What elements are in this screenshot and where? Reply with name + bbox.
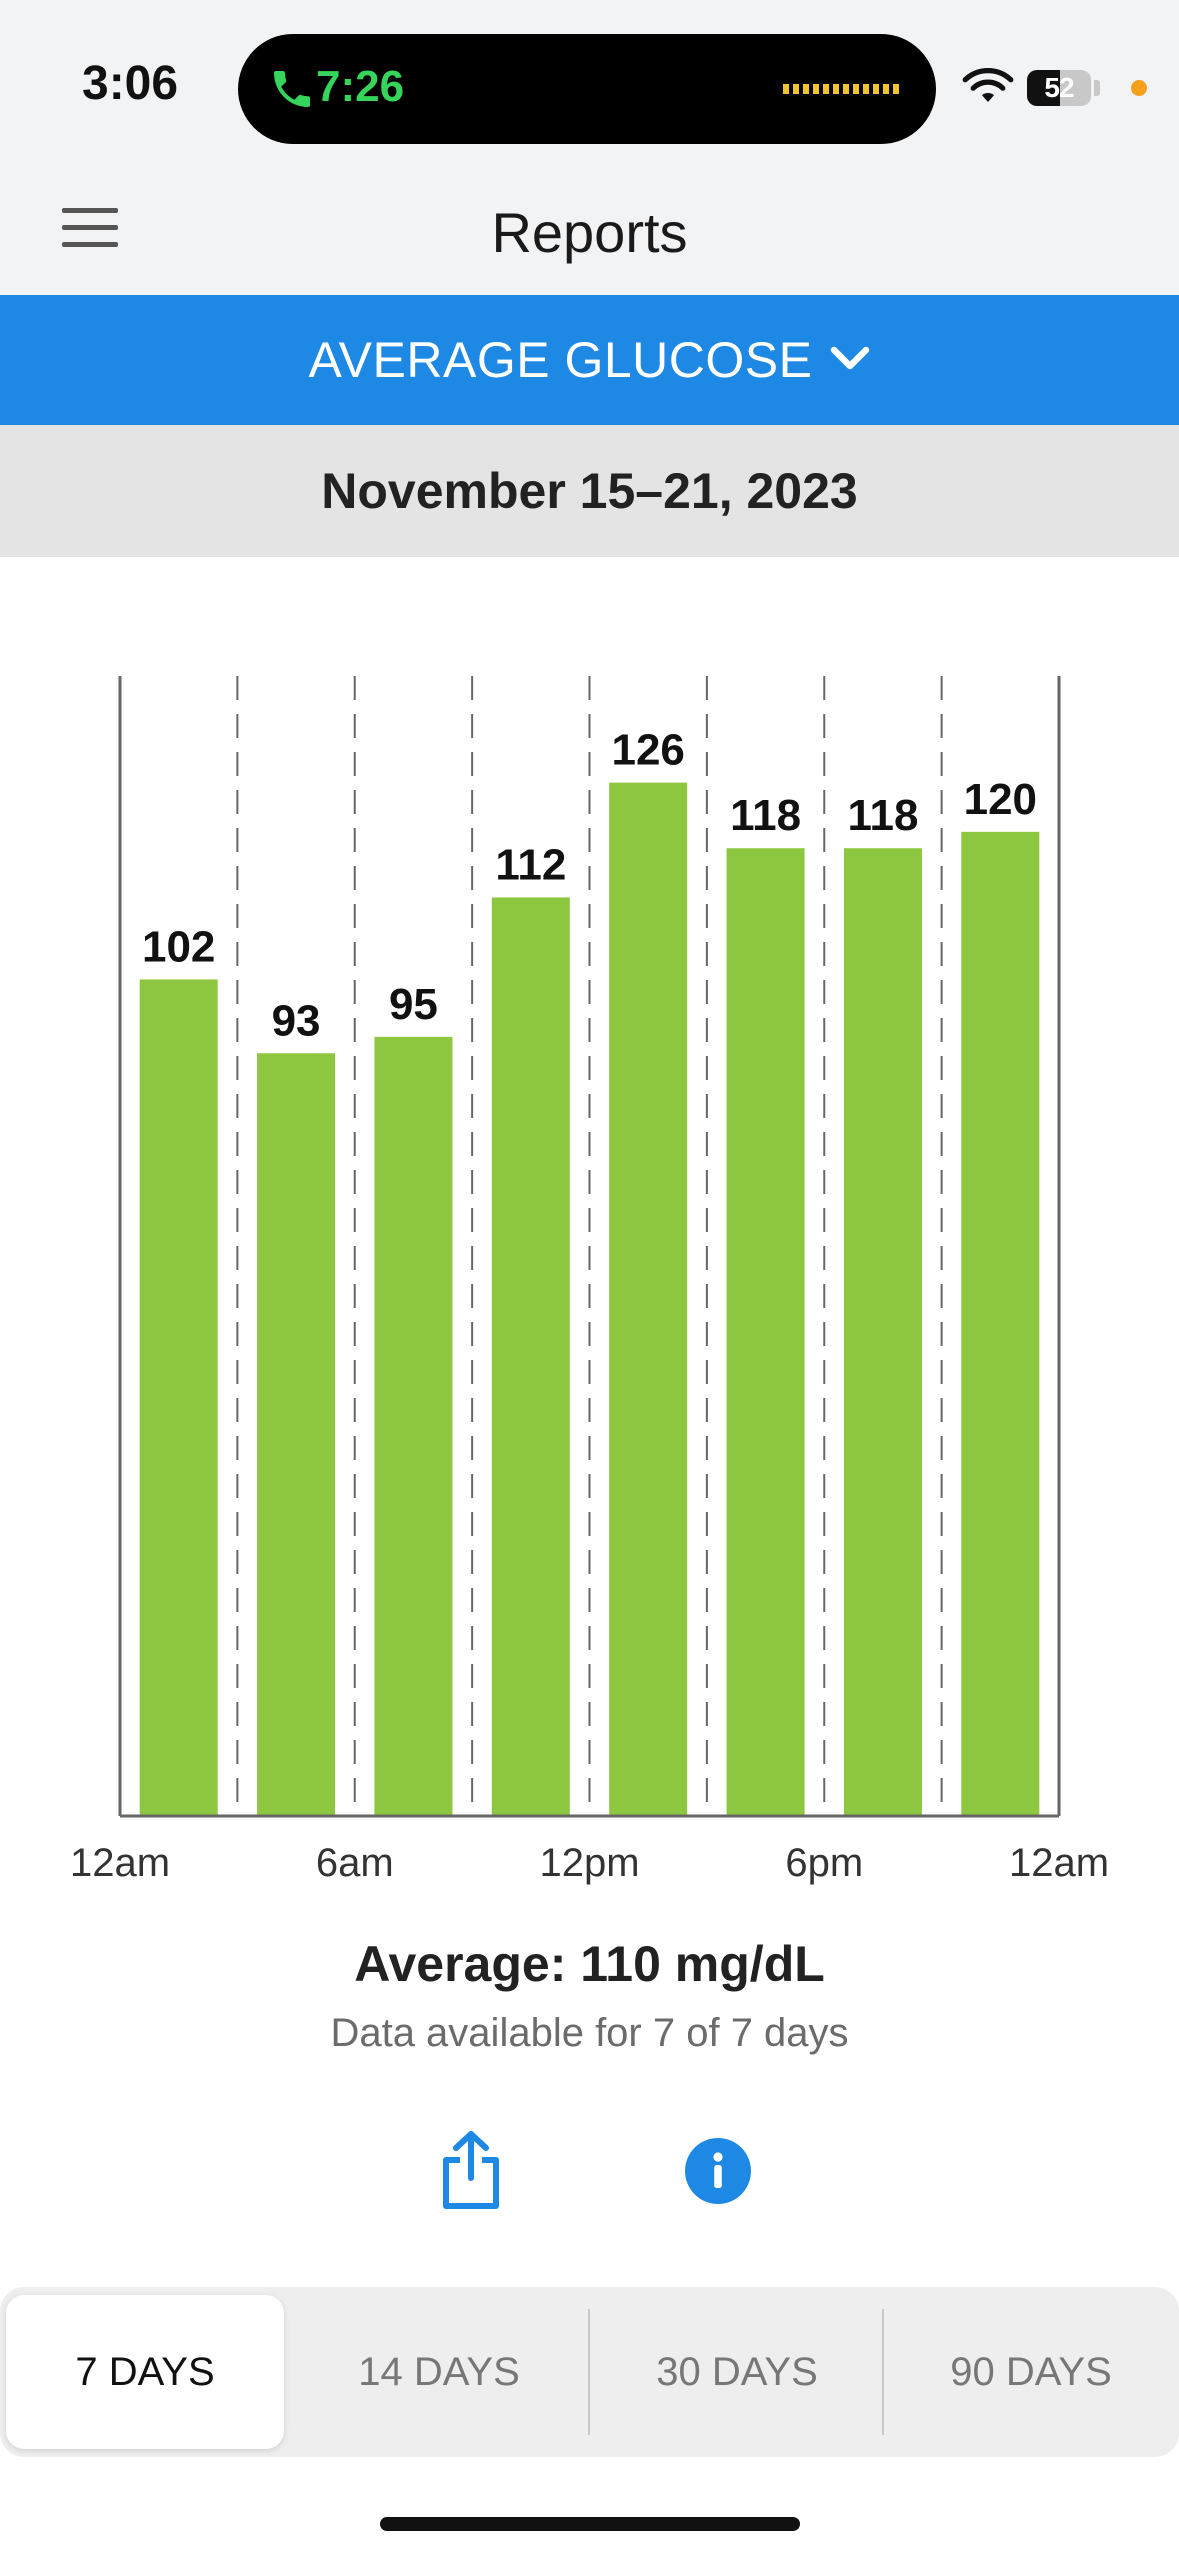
tab-divider — [882, 2309, 884, 2435]
bar — [491, 897, 570, 1816]
bar — [843, 848, 922, 1816]
bar — [139, 979, 218, 1816]
tab-7-days[interactable]: 7 DAYS — [6, 2295, 284, 2449]
average-glucose-chart: 102 93 95 112 126 118 118 120 12am 6am 12pm 6pm 12am — [0, 640, 1179, 1890]
status-time: 3:06 — [82, 57, 179, 110]
tab-divider — [588, 2309, 590, 2435]
status-bar: 3:06 7:26 52 — [0, 0, 1179, 180]
date-range-bar: November 15–21, 2023 — [0, 425, 1179, 557]
bar-value-label: 120 — [964, 775, 1037, 824]
info-icon[interactable] — [685, 2138, 751, 2204]
bar — [257, 1053, 336, 1816]
x-tick-label: 12am — [1009, 1841, 1109, 1885]
bar-value-label: 95 — [389, 980, 438, 1029]
bar-value-label: 112 — [495, 840, 566, 889]
chart-svg: 102 93 95 112 126 118 118 120 12am 6am 12pm 6pm 12am — [70, 676, 1109, 1885]
report-type-dropdown[interactable]: AVERAGE GLUCOSE — [0, 295, 1179, 425]
call-duration: 7:26 — [316, 62, 405, 111]
bar-value-label: 118 — [847, 791, 918, 840]
hamburger-menu-icon[interactable] — [62, 206, 118, 250]
x-tick-label: 6pm — [785, 1841, 863, 1885]
summary: Average: 110 mg/dL Data available for 7 … — [0, 1935, 1179, 2056]
bar — [374, 1036, 453, 1816]
home-indicator — [380, 2517, 800, 2531]
bar-value-label: 93 — [272, 996, 321, 1045]
battery-icon: 52 — [1027, 70, 1091, 106]
bar-value-label: 102 — [142, 922, 215, 971]
battery-cap — [1094, 80, 1100, 96]
chevron-down-icon — [831, 346, 870, 370]
dynamic-island[interactable]: 7:26 — [238, 34, 936, 144]
bar — [961, 831, 1040, 1816]
data-availability-text: Data available for 7 of 7 days — [330, 2011, 849, 2055]
bar-value-label: 126 — [611, 726, 684, 775]
audio-waveform-icon — [783, 84, 903, 94]
tab-90-days[interactable]: 90 DAYS — [950, 2349, 1112, 2394]
share-icon[interactable] — [438, 2130, 504, 2210]
date-range-label: November 15–21, 2023 — [321, 463, 858, 519]
x-tick-label: 6am — [316, 1841, 394, 1885]
x-tick-label: 12am — [70, 1841, 170, 1885]
x-tick-label: 12pm — [539, 1841, 639, 1885]
battery-fill — [1027, 70, 1061, 106]
bar — [726, 848, 805, 1816]
page-title: Reports — [491, 201, 688, 264]
phone-icon — [274, 71, 310, 107]
tab-30-days[interactable]: 30 DAYS — [656, 2349, 818, 2394]
wifi-icon — [962, 68, 1014, 102]
bar-value-label: 118 — [730, 791, 801, 840]
average-glucose-text: Average: 110 mg/dL — [354, 1936, 825, 1992]
tab-14-days[interactable]: 14 DAYS — [358, 2349, 520, 2394]
report-type-label: AVERAGE GLUCOSE — [308, 332, 813, 388]
bar — [609, 782, 688, 1817]
microphone-indicator-dot — [1131, 80, 1147, 96]
range-segmented-control: 7 DAYS 14 DAYS 30 DAYS 90 DAYS — [0, 2287, 1179, 2457]
app-header: Reports — [0, 180, 1179, 295]
battery-percent: 52 — [1044, 72, 1074, 103]
